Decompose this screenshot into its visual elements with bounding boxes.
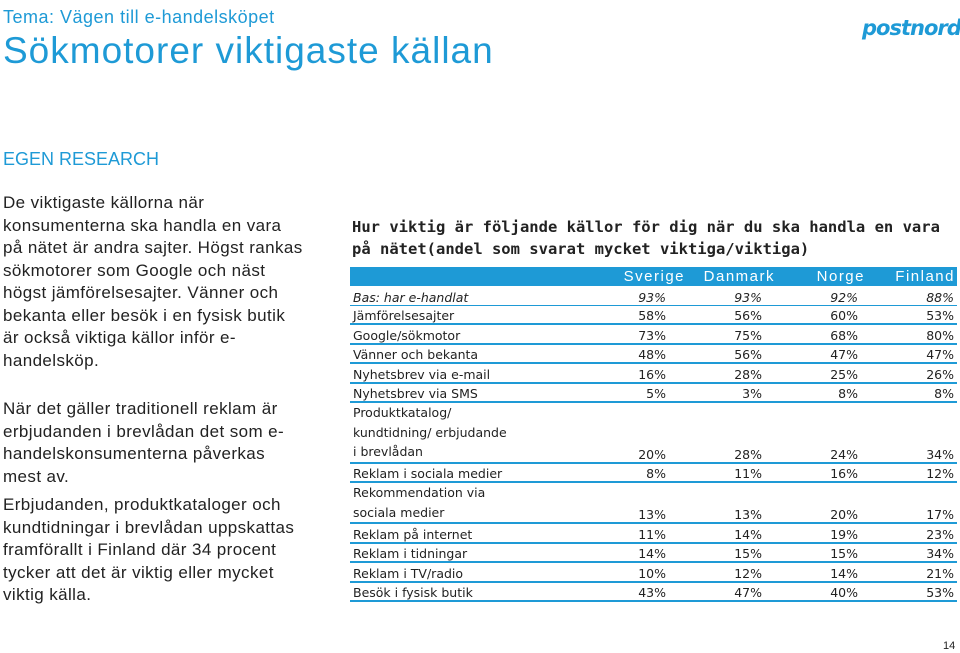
- cell-value-finland: 21%: [861, 562, 957, 583]
- table-row: Google/sökmotor 73% 75% 68% 80%: [350, 324, 957, 345]
- cell-value-danmark: 15%: [669, 542, 765, 563]
- cell-value-finland: 53%: [861, 581, 957, 602]
- table-row: Reklam i TV/radio 10% 12% 14% 21%: [350, 562, 957, 583]
- cell-value-sverige: 5%: [573, 382, 669, 403]
- row-label-line: Produktkatalog/: [353, 405, 452, 420]
- column-header-danmark: Danmark: [703, 268, 775, 285]
- sources-table: Bas: har e-handlat 93% 93% 92% 88% Jämförelse…: [350, 287, 957, 602]
- cell-value-norge: 68%: [765, 324, 861, 345]
- row-label-line: sociala medier: [353, 504, 445, 520]
- row-label: Reklam i TV/radio: [350, 562, 573, 583]
- column-header-finland: Finland: [895, 268, 955, 285]
- cell-value-danmark: 56%: [669, 305, 765, 325]
- postnord-logo: postnord: [862, 16, 960, 40]
- row-label: Reklam i sociala medier: [350, 462, 573, 483]
- row-label-line: i brevlådan: [353, 444, 423, 459]
- cell-value-finland: 26%: [861, 363, 957, 384]
- theme-label: Tema: Vägen till e-handelsköpet: [3, 7, 275, 27]
- cell-value-norge: 40%: [765, 581, 861, 602]
- cell-value-norge: 92%: [765, 287, 861, 306]
- cell-value-sverige: 20%: [573, 402, 669, 464]
- cell-value-danmark: 3%: [669, 382, 765, 403]
- cell-value-finland: 34%: [861, 542, 957, 563]
- cell-value-danmark: 47%: [669, 581, 765, 602]
- row-label: Bas: har e-handlat: [350, 287, 573, 306]
- row-label: Rekommendation via sociala medier: [350, 482, 573, 524]
- cell-value-sverige: 8%: [573, 462, 669, 483]
- cell-value-norge: 15%: [765, 542, 861, 563]
- row-label: Nyhetsbrev via SMS: [350, 382, 573, 403]
- row-label: Vänner och bekanta: [350, 343, 573, 364]
- cell-value-sverige: 58%: [573, 305, 669, 325]
- cell-value-danmark: 93%: [669, 287, 765, 306]
- cell-value-norge: 60%: [765, 305, 861, 325]
- row-label-line: kundtidning/ erbjudande: [353, 424, 507, 440]
- row-label-line: Rekommendation via: [353, 485, 486, 500]
- cell-value-sverige: 10%: [573, 562, 669, 583]
- cell-value-norge: 20%: [765, 482, 861, 524]
- cell-value-norge: 25%: [765, 363, 861, 384]
- cell-value-norge: 24%: [765, 402, 861, 464]
- cell-value-finland: 80%: [861, 324, 957, 345]
- table-row: Nyhetsbrev via SMS 5% 3% 8% 8%: [350, 382, 957, 403]
- cell-value-danmark: 11%: [669, 462, 765, 483]
- row-label: Reklam i tidningar: [350, 542, 573, 563]
- table-row: Jämförelsesajter 58% 56% 60% 53%: [350, 305, 957, 325]
- cell-value-danmark: 75%: [669, 324, 765, 345]
- cell-value-sverige: 13%: [573, 482, 669, 524]
- cell-value-danmark: 14%: [669, 523, 765, 544]
- table-row: Reklam på internet 11% 14% 19% 23%: [350, 523, 957, 544]
- column-header-norge: Norge: [816, 268, 865, 285]
- table-row: Rekommendation via sociala medier 13% 13% 20…: [350, 482, 957, 524]
- cell-value-finland: 17%: [861, 482, 957, 524]
- cell-value-norge: 47%: [765, 343, 861, 364]
- cell-value-sverige: 48%: [573, 343, 669, 364]
- table-row: Reklam i tidningar 14% 15% 15% 34%: [350, 542, 957, 563]
- cell-value-norge: 16%: [765, 462, 861, 483]
- cell-value-sverige: 73%: [573, 324, 669, 345]
- table-row: Produktkatalog/kundtidning/ erbjudande i …: [350, 402, 957, 464]
- table-title: Hur viktig är följande källor för dig nä…: [352, 218, 940, 258]
- cell-value-sverige: 93%: [573, 287, 669, 306]
- cell-value-norge: 19%: [765, 523, 861, 544]
- cell-value-finland: 88%: [861, 287, 957, 306]
- cell-value-sverige: 14%: [573, 542, 669, 563]
- table-header: Sverige Danmark Norge Finland: [350, 267, 957, 286]
- row-label: Nyhetsbrev via e-mail: [350, 363, 573, 384]
- page-title: Sökmotorer viktigaste källan: [3, 30, 494, 71]
- table-row: Vänner och bekanta 48% 56% 47% 47%: [350, 343, 957, 364]
- row-label: Reklam på internet: [350, 523, 573, 544]
- cell-value-finland: 12%: [861, 462, 957, 483]
- row-label: Produktkatalog/kundtidning/ erbjudande i …: [350, 402, 573, 464]
- cell-value-norge: 8%: [765, 382, 861, 403]
- cell-value-norge: 14%: [765, 562, 861, 583]
- cell-value-finland: 34%: [861, 402, 957, 464]
- cell-value-finland: 8%: [861, 382, 957, 403]
- section-title: EGEN RESEARCH: [3, 149, 160, 169]
- cell-value-finland: 47%: [861, 343, 957, 364]
- cell-value-danmark: 56%: [669, 343, 765, 364]
- table-row: Besök i fysisk butik 43% 47% 40% 53%: [350, 581, 957, 602]
- cell-value-danmark: 28%: [669, 363, 765, 384]
- paragraph-finland: Erbjudanden, produktkataloger och kundti…: [3, 495, 295, 604]
- table-row: Nyhetsbrev via e-mail 16% 28% 25% 26%: [350, 363, 957, 384]
- cell-value-sverige: 11%: [573, 523, 669, 544]
- table-row: Reklam i sociala medier 8% 11% 16% 12%: [350, 462, 957, 483]
- column-header-sverige: Sverige: [623, 268, 685, 285]
- cell-value-finland: 23%: [861, 523, 957, 544]
- paragraph-traditional-ads: När det gäller traditionell reklam är er…: [3, 399, 285, 486]
- cell-value-danmark: 12%: [669, 562, 765, 583]
- cell-value-sverige: 43%: [573, 581, 669, 602]
- cell-value-danmark: 13%: [669, 482, 765, 524]
- row-label: Google/sökmotor: [350, 324, 573, 345]
- cell-value-finland: 53%: [861, 305, 957, 325]
- row-label: Besök i fysisk butik: [350, 581, 573, 602]
- row-label: Jämförelsesajter: [350, 305, 573, 325]
- paragraph-intro: De viktigaste källorna när konsumenterna…: [3, 193, 303, 370]
- table-row: Bas: har e-handlat 93% 93% 92% 88%: [350, 287, 957, 306]
- page-number: 14: [943, 640, 956, 652]
- cell-value-sverige: 16%: [573, 363, 669, 384]
- cell-value-danmark: 28%: [669, 402, 765, 464]
